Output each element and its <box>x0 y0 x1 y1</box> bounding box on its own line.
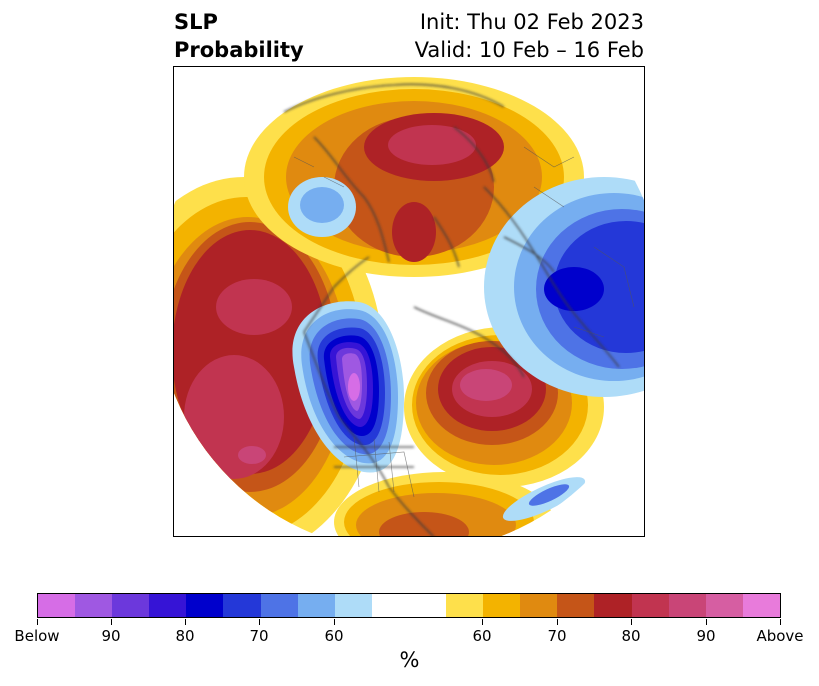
colorbar-tick <box>706 619 707 625</box>
colorbar-tick <box>37 619 38 625</box>
colorbar-tick-label: Above <box>756 627 804 645</box>
colorbar-segment <box>149 594 187 617</box>
colorbar-unit-label: % <box>399 648 420 672</box>
north-america-low-anomaly <box>292 301 404 473</box>
colorbar-tick-label: Below <box>14 627 60 645</box>
title-variable: SLP <box>174 10 218 34</box>
colorbar-tick <box>631 619 632 625</box>
colorbar-segment <box>75 594 113 617</box>
colorbar-tick-label: 80 <box>621 627 641 645</box>
colorbar-segment <box>334 594 372 617</box>
colorbar-segment <box>631 594 669 617</box>
coastlines <box>283 83 620 536</box>
alaska-low-anomaly <box>288 177 356 237</box>
colorbar-tick <box>557 619 558 625</box>
atlantic-small-low <box>502 477 586 521</box>
colorbar-tick-label: 70 <box>249 627 269 645</box>
colorbar-segment <box>557 594 595 617</box>
colorbar-segment <box>223 594 261 617</box>
colorbar <box>37 593 781 618</box>
colorbar-segment <box>297 594 335 617</box>
colorbar-tick <box>185 619 186 625</box>
colorbar-segment <box>520 594 558 617</box>
colorbar-segment <box>112 594 150 617</box>
map-date-info: Init: Thu 02 Feb 2023 Valid: 10 Feb – 16… <box>415 8 644 64</box>
colorbar-tick-label: 60 <box>472 627 492 645</box>
polar-map <box>173 66 645 537</box>
valid-dates: Valid: 10 Feb – 16 Feb <box>414 38 644 62</box>
colorbar-segment <box>742 594 780 617</box>
colorbar-segment <box>38 594 76 617</box>
colorbar-segment <box>186 594 224 617</box>
colorbar-tick-label: 60 <box>324 627 344 645</box>
colorbar-tick-label: 80 <box>175 627 195 645</box>
colorbar-segment <box>594 594 632 617</box>
map-title: SLP Probability <box>174 8 304 64</box>
colorbar-segment <box>705 594 743 617</box>
colorbar-tick-label: 90 <box>101 627 121 645</box>
southern-high-anomaly <box>334 472 554 536</box>
border-lines <box>293 146 635 498</box>
colorbar-segment <box>260 594 298 617</box>
probability-map-svg <box>174 67 644 536</box>
colorbar-tick <box>482 619 483 625</box>
colorbar-tick <box>259 619 260 625</box>
colorbar-tick-label: 90 <box>696 627 716 645</box>
title-type: Probability <box>174 38 304 62</box>
colorbar-tick <box>111 619 112 625</box>
siberia-low-anomaly <box>484 177 644 397</box>
colorbar-segment <box>446 594 484 617</box>
colorbar-segment <box>483 594 521 617</box>
init-date: Init: Thu 02 Feb 2023 <box>419 10 644 34</box>
colorbar-tick <box>334 619 335 625</box>
colorbar-segment <box>668 594 706 617</box>
colorbar-tick-label: 70 <box>547 627 567 645</box>
colorbar-segment <box>371 594 447 617</box>
colorbar-tick <box>780 619 781 625</box>
